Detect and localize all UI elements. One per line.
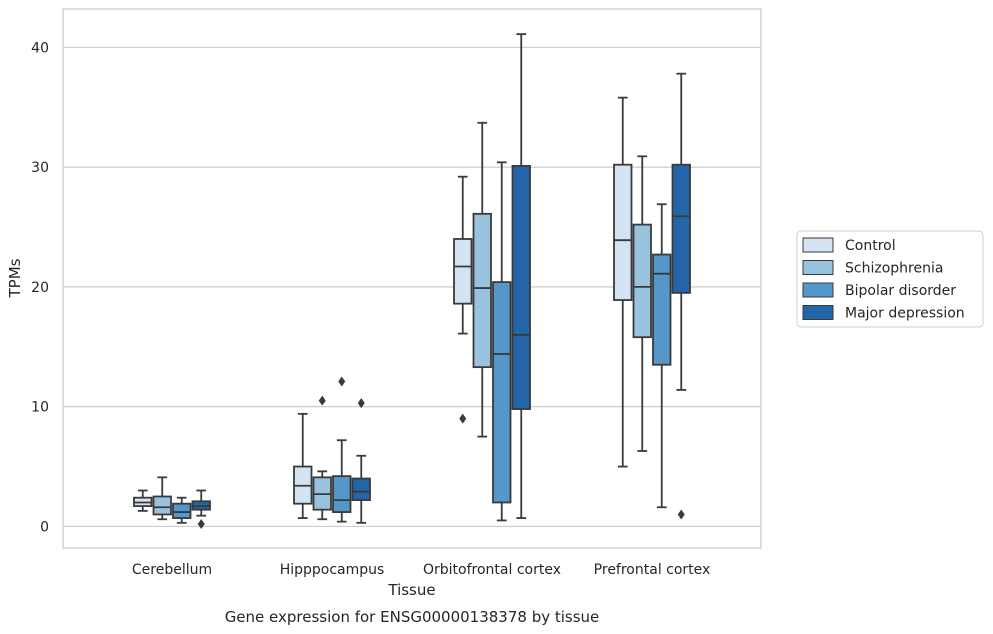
x-tick-label: Prefrontal cortex	[594, 562, 711, 578]
y-tick-label: 40	[31, 40, 49, 56]
grid-lines	[63, 46, 761, 528]
legend-label: Schizophrenia	[845, 261, 943, 277]
y-tick-label: 10	[31, 400, 49, 416]
box-control	[613, 96, 633, 468]
box-body	[652, 253, 672, 366]
plot-frame	[62, 8, 762, 549]
outlier-point	[459, 413, 467, 424]
box-bipolar-disorder	[172, 496, 192, 524]
box-control	[133, 489, 153, 512]
box-body	[351, 477, 371, 501]
box-major-depression	[351, 398, 371, 524]
category-group	[453, 33, 531, 522]
box-control	[293, 412, 313, 519]
box-major-depression	[671, 72, 691, 520]
x-tick-label: Cerebellum	[132, 562, 212, 578]
legend-swatch	[802, 305, 834, 320]
box-body	[172, 502, 192, 519]
box-schizophrenia	[152, 476, 172, 521]
x-tick-labels: Cerebellum Hipppocampus Orbitofrontal cort…	[132, 562, 710, 578]
box-schizophrenia	[312, 395, 332, 521]
legend-swatch	[802, 260, 834, 275]
x-axis-label: Tissue	[387, 581, 435, 599]
y-tick-label: 20	[31, 280, 49, 296]
box-major-depression	[511, 33, 531, 519]
category-group	[613, 72, 691, 520]
box-body	[671, 163, 691, 294]
legend: Control Schizophrenia Bipolar disorder Majo…	[796, 230, 984, 328]
box-major-depression	[191, 489, 211, 530]
legend-label: Bipolar disorder	[845, 283, 956, 299]
outlier-point	[318, 395, 326, 406]
box-bipolar-disorder	[652, 203, 672, 509]
legend-label: Major depression	[845, 306, 965, 322]
box-control	[453, 175, 473, 424]
legend-swatch	[802, 237, 834, 253]
box-body	[453, 238, 473, 305]
category-group	[293, 376, 371, 524]
legend-frame	[796, 230, 984, 328]
box-schizophrenia	[472, 121, 492, 438]
box-body	[511, 165, 531, 410]
outlier-point	[338, 376, 346, 387]
box-body	[632, 223, 652, 339]
x-tick-label: Orbitofrontal cortex	[423, 562, 561, 578]
box-body	[492, 281, 512, 504]
outlier-point	[197, 519, 205, 530]
box-body	[472, 212, 492, 369]
figure-caption: Gene expression for ENSG00000138378 by t…	[225, 608, 600, 626]
y-tick-label: 30	[31, 160, 49, 176]
category-group	[133, 476, 211, 530]
box-bipolar-disorder	[492, 161, 512, 522]
legend-swatch	[802, 282, 834, 298]
y-tick-label: 0	[40, 519, 49, 535]
box-body	[152, 495, 172, 516]
box-groups	[133, 33, 691, 530]
box-schizophrenia	[632, 155, 652, 452]
outlier-point	[677, 509, 685, 520]
y-axis-label: TPMs	[6, 258, 24, 298]
outlier-point	[357, 398, 365, 409]
box-body	[332, 475, 352, 513]
legend-label: Control	[845, 238, 896, 254]
box-bipolar-disorder	[332, 376, 352, 523]
y-tick-labels: 0 10 20 30 40	[31, 40, 49, 535]
x-tick-label: Hipppocampus	[280, 562, 385, 578]
box-body	[613, 163, 633, 301]
